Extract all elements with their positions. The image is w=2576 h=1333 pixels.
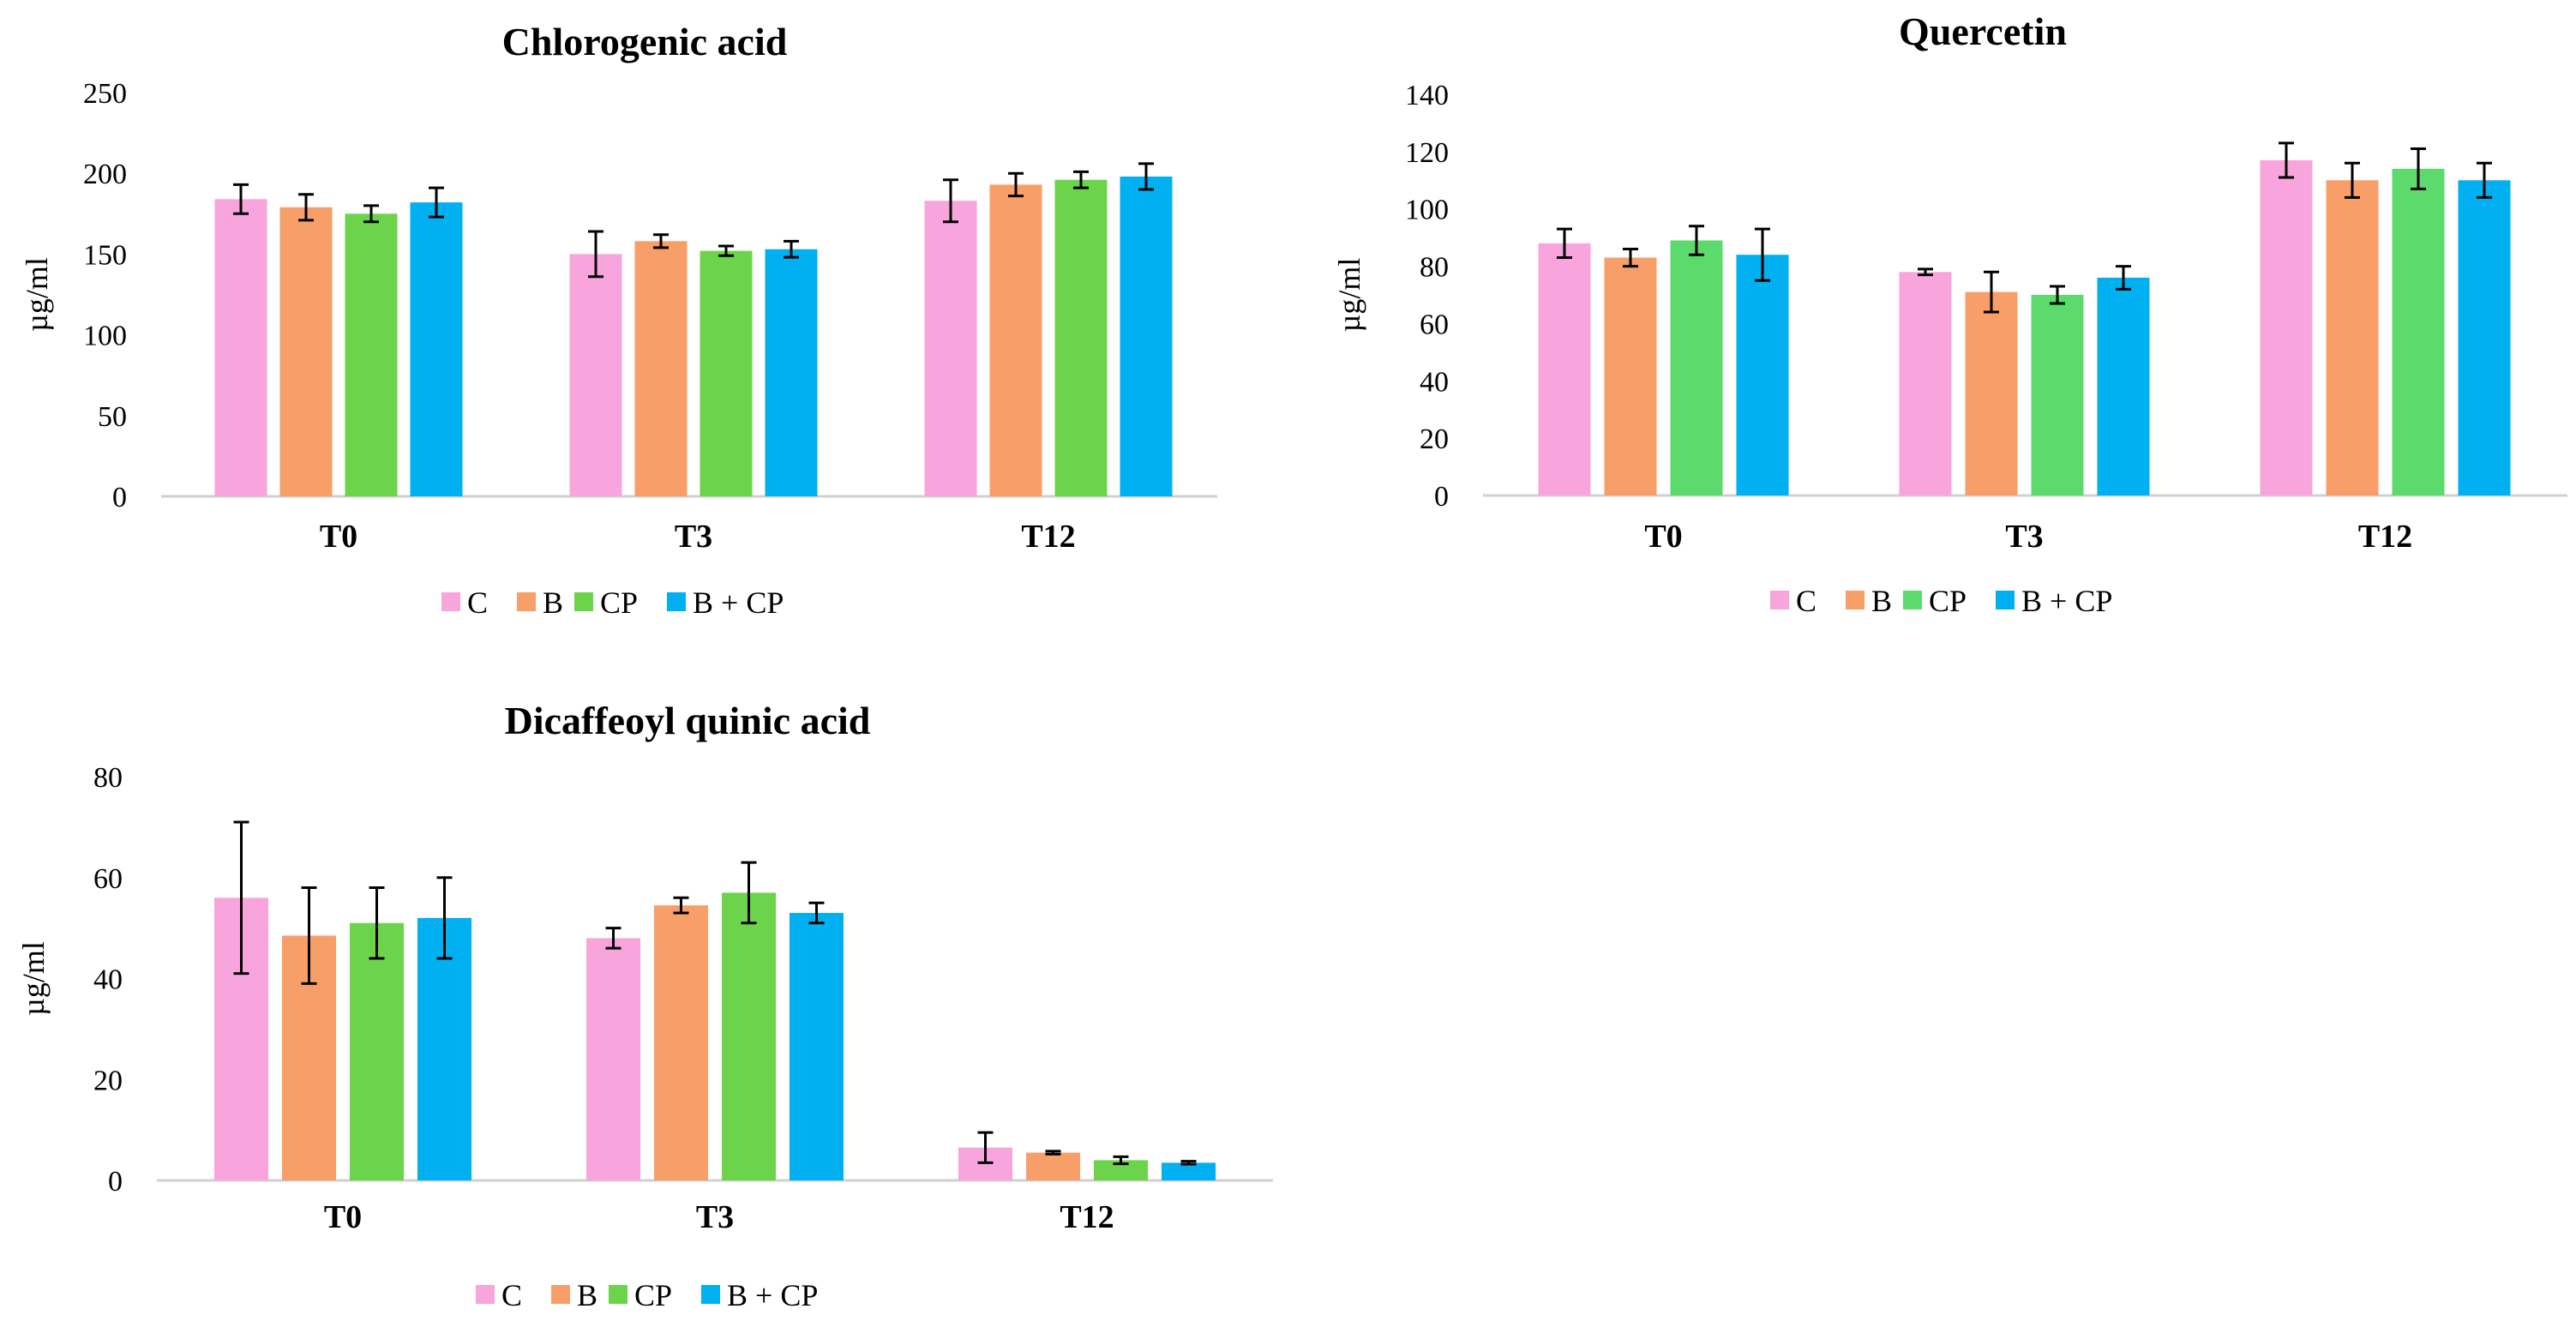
y-tick-label: 150 (83, 239, 127, 271)
bar (722, 892, 776, 1180)
y-tick-label: 40 (93, 964, 123, 996)
y-tick-label: 40 (1420, 366, 1449, 398)
y-tick-label: 200 (83, 159, 127, 190)
legend-swatch (667, 592, 686, 611)
bar (279, 207, 333, 496)
x-tick-label: T0 (320, 519, 357, 555)
bar (765, 249, 818, 496)
legend-swatch (476, 1285, 495, 1304)
chart-panel-0: Chlorogenic acid µg/ml 0 50 100 150 200 250 T0 T3… (20, 20, 1217, 620)
y-tick-label: 0 (1434, 481, 1449, 513)
y-tick-label: 50 (98, 401, 127, 433)
y-tick-label: 20 (1420, 423, 1449, 455)
legend-label: B (577, 1278, 597, 1312)
x-tick-label: T12 (1021, 519, 1075, 555)
legend-swatch (701, 1285, 720, 1304)
bar (2326, 180, 2379, 496)
bar (700, 250, 753, 496)
legend-swatch (1996, 591, 2015, 609)
y-tick-label: 140 (1405, 80, 1449, 111)
chart-title: Quercetin (1899, 9, 2067, 53)
x-tick-label: T3 (696, 1199, 734, 1235)
x-tick-label: T3 (2005, 519, 2043, 555)
y-tick-label: 250 (83, 78, 127, 110)
legend-swatch (1770, 591, 1789, 609)
legend-label: B (543, 585, 563, 620)
legend-label: C (501, 1278, 522, 1312)
chart-panel-1: Quercetin µg/ml 0 20 40 60 80 100 120 140 T0 T3 T12 C… (1332, 9, 2567, 618)
legend-label: B + CP (2021, 584, 2112, 618)
bar (586, 938, 640, 1180)
bar (654, 905, 708, 1180)
x-tick-label: T12 (1060, 1199, 1114, 1235)
legend-swatch (551, 1285, 570, 1304)
legend-swatch (1903, 591, 1922, 609)
y-tick-label: 60 (1420, 309, 1449, 340)
bar (790, 912, 844, 1180)
legend-label: C (467, 585, 488, 620)
y-tick-label: 80 (93, 762, 123, 794)
bar (410, 202, 463, 496)
y-axis-label: µg/ml (1332, 258, 1366, 333)
bar (214, 199, 267, 496)
y-axis-label: µg/ml (16, 941, 51, 1016)
bar (989, 184, 1042, 496)
legend-swatch (609, 1285, 627, 1304)
bar (350, 922, 404, 1180)
bar (634, 241, 688, 496)
x-tick-label: T0 (324, 1199, 362, 1235)
bar (1899, 272, 1952, 495)
x-tick-label: T0 (1644, 519, 1682, 555)
bar (1538, 243, 1591, 495)
legend-label: B + CP (727, 1278, 818, 1312)
bar (2392, 168, 2445, 495)
bar (2031, 295, 2084, 495)
legend-label: B + CP (693, 585, 784, 620)
legend-label: CP (1929, 584, 1967, 618)
bar (1670, 240, 1723, 495)
legend-swatch (441, 592, 460, 611)
y-tick-label: 60 (93, 863, 123, 895)
bar (1965, 291, 2018, 495)
chart-title: Chlorogenic acid (502, 20, 788, 63)
bar (2260, 159, 2313, 495)
y-tick-label: 0 (112, 482, 127, 513)
bar (1054, 179, 1108, 496)
x-tick-label: T12 (2358, 519, 2412, 555)
bar (1736, 255, 1789, 495)
chart-panel-2: Dicaffeoyl quinic acid µg/ml 0 20 40 60 80 T0 T3… (16, 699, 1273, 1312)
bar (2458, 180, 2511, 496)
y-axis-label: µg/ml (20, 257, 54, 332)
bar (924, 201, 977, 496)
bar (1162, 1162, 1216, 1180)
legend-swatch (517, 592, 536, 611)
legend-swatch (1846, 591, 1864, 609)
legend-label: C (1796, 584, 1816, 618)
bar (417, 917, 471, 1180)
bar (569, 254, 622, 496)
bar (1026, 1152, 1080, 1180)
y-tick-label: 20 (93, 1065, 123, 1096)
chart-title: Dicaffeoyl quinic acid (505, 699, 871, 742)
y-tick-label: 100 (83, 321, 127, 352)
bar (1094, 1160, 1148, 1180)
bar (1120, 176, 1173, 496)
y-tick-label: 120 (1405, 137, 1449, 169)
y-tick-label: 80 (1420, 252, 1449, 284)
legend-label: CP (634, 1278, 672, 1312)
y-tick-label: 0 (108, 1166, 123, 1198)
x-tick-label: T3 (675, 519, 712, 555)
bar (345, 213, 398, 497)
legend-swatch (574, 592, 593, 611)
legend-label: CP (600, 585, 638, 620)
legend-label: B (1871, 584, 1892, 618)
bar (1604, 257, 1657, 495)
y-tick-label: 100 (1405, 195, 1449, 226)
bar (2097, 277, 2150, 495)
